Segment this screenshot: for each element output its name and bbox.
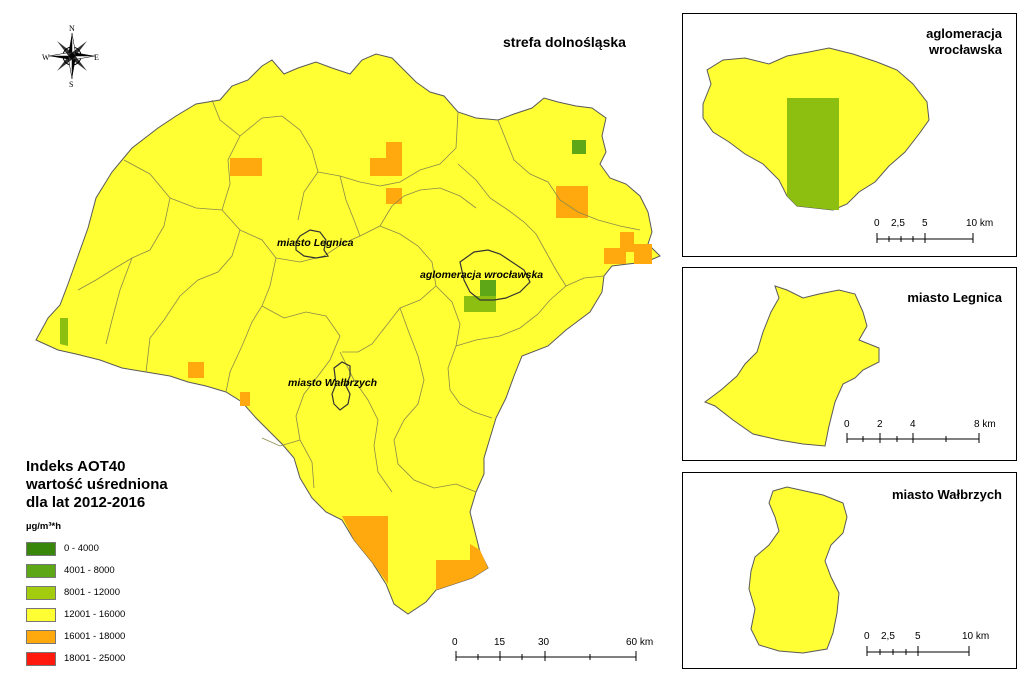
label-walbrzych: miasto Wałbrzych <box>288 377 378 389</box>
legend-title-line3: dla lat 2012-2016 <box>26 494 146 511</box>
label-wroclaw: aglomeracja wrocławska <box>420 269 544 281</box>
walbrzych-scale-5: 5 <box>915 631 921 642</box>
legend-title-line1: Indeks AOT40 <box>26 458 126 475</box>
legend-swatch <box>26 630 56 644</box>
wroclaw-scale-10: 10 km <box>966 218 994 229</box>
inset-walbrzych-title: miasto Wałbrzych <box>891 487 1002 502</box>
inset-wroclaw-title-line2: wrocławska <box>929 42 1002 57</box>
wroclaw-scale-2-5: 2,5 <box>891 218 905 229</box>
legend-swatch <box>26 652 56 666</box>
legend-label: 18001 - 25000 <box>64 653 126 664</box>
legend-label: 8001 - 12000 <box>64 587 120 598</box>
legend-unit: µg/m³*h <box>26 521 62 532</box>
wroclaw-scale-0: 0 <box>874 218 880 229</box>
compass-e: E <box>94 53 99 62</box>
inset-wroclaw: aglomeracja wrocławska 0 2,5 5 10 km <box>682 13 1017 257</box>
legend-label: 0 - 4000 <box>64 543 99 554</box>
compass-rose-icon <box>48 32 96 80</box>
legnica-scale-4: 4 <box>910 419 916 430</box>
walbrzych-outline <box>331 361 351 411</box>
main-scale-60: 60 km <box>626 637 654 648</box>
legnica-scale-8: 8 km <box>974 419 996 430</box>
main-scale-bar <box>455 651 637 661</box>
inset-wroclaw-title: aglomeracja wrocławska <box>926 26 1002 58</box>
legend-swatch <box>26 608 56 622</box>
walbrzych-inset-scale-bar <box>866 646 970 656</box>
label-legnica: miasto Legnica <box>277 237 354 249</box>
main-scale-15: 15 <box>494 637 506 648</box>
inset-legnica-title: miasto Legnica <box>907 290 1002 305</box>
main-scale-30: 30 <box>538 637 550 648</box>
inset-wroclaw-title-line1: aglomeracja <box>926 26 1002 41</box>
compass-n: N <box>69 24 75 33</box>
wroclaw-outline <box>459 249 531 301</box>
walbrzych-inset-shape <box>748 486 848 654</box>
main-scale-0: 0 <box>452 637 458 648</box>
green-cells <box>60 140 586 346</box>
compass-s: S <box>69 80 73 89</box>
walbrzych-scale-2-5: 2,5 <box>881 631 895 642</box>
legend-title: Indeks AOT40 wartość uśredniona dla lat … <box>26 458 168 512</box>
wroclaw-inset-green-zone <box>787 98 839 210</box>
legend-label: 16001 - 18000 <box>64 631 126 642</box>
wroclaw-inset-scale-bar <box>876 233 974 243</box>
compass-w: W <box>42 53 50 62</box>
legnica-scale-2: 2 <box>877 419 883 430</box>
legend-swatch <box>26 542 56 556</box>
main-map-title: strefa dolnośląska <box>503 34 626 50</box>
legnica-inset-scale-bar <box>846 433 980 443</box>
legend-label: 12001 - 16000 <box>64 609 126 620</box>
legend-label: 4001 - 8000 <box>64 565 115 576</box>
inset-legnica: miasto Legnica 0 2 4 8 km <box>682 267 1017 461</box>
walbrzych-scale-0: 0 <box>864 631 870 642</box>
legnica-inset-shape <box>703 285 880 447</box>
orange-cells <box>188 142 652 590</box>
walbrzych-scale-10: 10 km <box>962 631 990 642</box>
inset-walbrzych: miasto Wałbrzych 0 2,5 5 10 km <box>682 472 1017 669</box>
region-dolnoslaskie <box>35 53 661 615</box>
county-borders <box>77 99 641 493</box>
legnica-outline <box>295 229 330 259</box>
legend-swatch <box>26 586 56 600</box>
legend-swatch <box>26 564 56 578</box>
legnica-scale-0: 0 <box>844 419 850 430</box>
wroclaw-scale-5: 5 <box>922 218 928 229</box>
legend-title-line2: wartość uśredniona <box>26 476 168 493</box>
